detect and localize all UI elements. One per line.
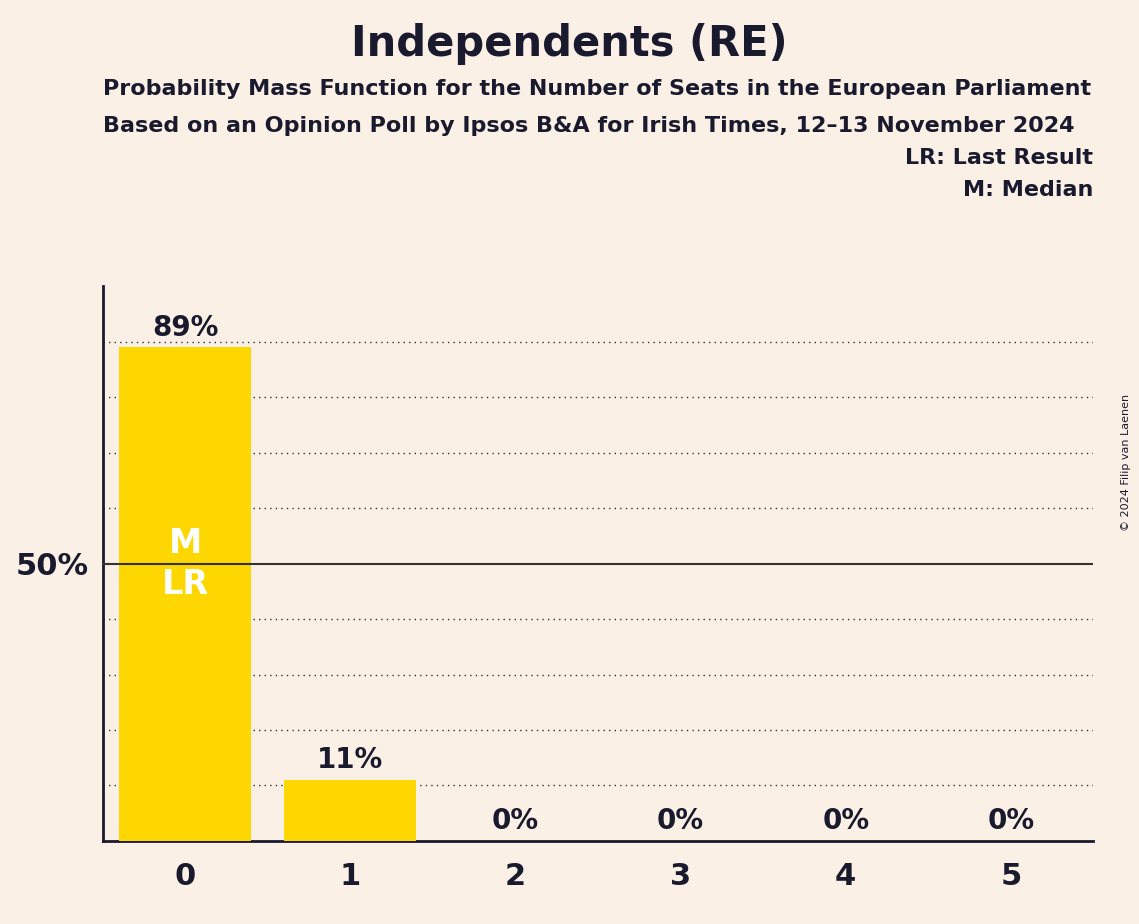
Text: LR: Last Result: LR: Last Result (906, 148, 1093, 168)
Text: 11%: 11% (317, 747, 384, 774)
Text: Based on an Opinion Poll by Ipsos B&A for Irish Times, 12–13 November 2024: Based on an Opinion Poll by Ipsos B&A fo… (103, 116, 1074, 136)
Text: 0%: 0% (988, 808, 1034, 835)
Text: M: Median: M: Median (964, 180, 1093, 201)
Bar (118, 347, 251, 841)
Text: M
LR: M LR (162, 527, 208, 601)
Text: Probability Mass Function for the Number of Seats in the European Parliament: Probability Mass Function for the Number… (103, 79, 1091, 99)
Text: 0%: 0% (657, 808, 704, 835)
Text: Independents (RE): Independents (RE) (351, 23, 788, 65)
Text: © 2024 Filip van Laenen: © 2024 Filip van Laenen (1121, 394, 1131, 530)
Bar (285, 780, 417, 841)
Text: 89%: 89% (151, 314, 219, 342)
Text: 0%: 0% (822, 808, 869, 835)
Text: 0%: 0% (492, 808, 539, 835)
